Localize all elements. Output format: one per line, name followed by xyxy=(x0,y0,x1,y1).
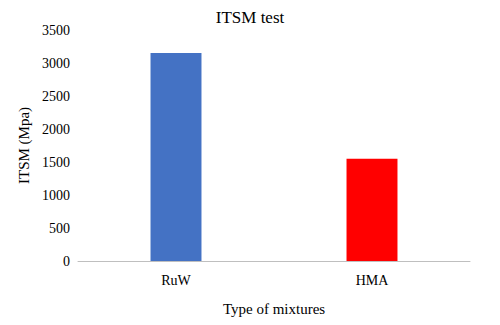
svg-text:HMA: HMA xyxy=(356,273,390,288)
svg-text:500: 500 xyxy=(49,221,70,236)
svg-text:3500: 3500 xyxy=(42,23,70,38)
svg-text:2500: 2500 xyxy=(42,89,70,104)
svg-text:3000: 3000 xyxy=(42,56,70,71)
svg-text:0: 0 xyxy=(63,254,70,269)
svg-text:Type of mixtures: Type of mixtures xyxy=(223,301,325,317)
svg-text:1500: 1500 xyxy=(42,155,70,170)
svg-text:RuW: RuW xyxy=(161,273,191,288)
svg-text:1000: 1000 xyxy=(42,188,70,203)
svg-text:ITSM (Mpa): ITSM (Mpa) xyxy=(16,107,33,184)
svg-text:ITSM test: ITSM test xyxy=(216,8,285,27)
svg-text:2000: 2000 xyxy=(42,122,70,137)
